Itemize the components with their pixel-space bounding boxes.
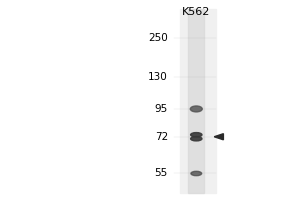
Text: 130: 130 [148, 72, 168, 82]
Bar [180, 9, 216, 193]
Ellipse shape [190, 106, 202, 112]
Text: K562: K562 [182, 7, 211, 17]
Ellipse shape [191, 171, 202, 176]
Text: 250: 250 [148, 33, 168, 43]
Text: 95: 95 [155, 104, 168, 114]
Polygon shape [214, 134, 224, 140]
Text: 72: 72 [155, 132, 168, 142]
Ellipse shape [190, 133, 202, 137]
Text: 55: 55 [155, 168, 168, 178]
Ellipse shape [190, 137, 202, 141]
Bar [188, 9, 205, 193]
